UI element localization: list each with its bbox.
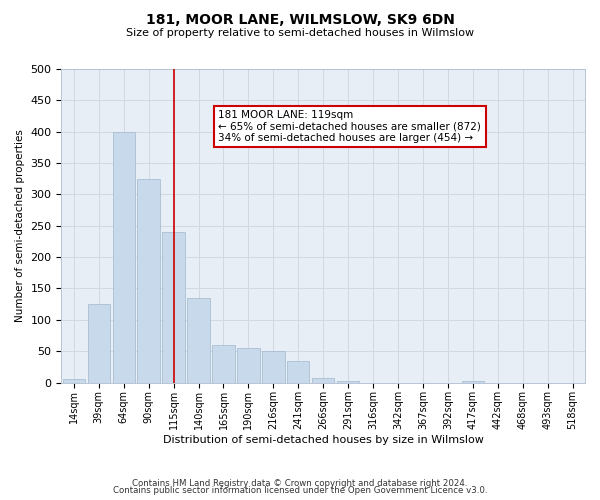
Bar xyxy=(137,178,160,382)
Bar xyxy=(62,380,85,382)
Bar xyxy=(262,351,284,382)
Bar xyxy=(113,132,135,382)
Text: Contains public sector information licensed under the Open Government Licence v3: Contains public sector information licen… xyxy=(113,486,487,495)
Bar xyxy=(237,348,260,382)
Bar xyxy=(187,298,210,382)
Text: Contains HM Land Registry data © Crown copyright and database right 2024.: Contains HM Land Registry data © Crown c… xyxy=(132,478,468,488)
Bar xyxy=(287,360,310,382)
Bar xyxy=(163,232,185,382)
Text: Size of property relative to semi-detached houses in Wilmslow: Size of property relative to semi-detach… xyxy=(126,28,474,38)
Bar xyxy=(212,345,235,383)
Bar xyxy=(312,378,334,382)
X-axis label: Distribution of semi-detached houses by size in Wilmslow: Distribution of semi-detached houses by … xyxy=(163,435,484,445)
Text: 181, MOOR LANE, WILMSLOW, SK9 6DN: 181, MOOR LANE, WILMSLOW, SK9 6DN xyxy=(146,12,454,26)
Bar xyxy=(88,304,110,382)
Y-axis label: Number of semi-detached properties: Number of semi-detached properties xyxy=(15,130,25,322)
Text: 181 MOOR LANE: 119sqm
← 65% of semi-detached houses are smaller (872)
34% of sem: 181 MOOR LANE: 119sqm ← 65% of semi-deta… xyxy=(218,110,481,143)
